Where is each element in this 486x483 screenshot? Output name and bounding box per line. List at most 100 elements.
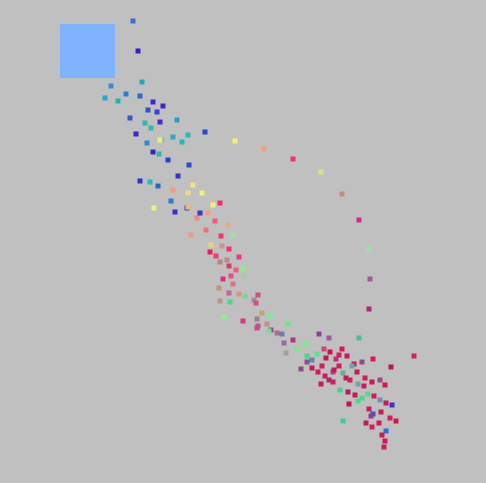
data-point [227, 299, 233, 305]
data-point [378, 409, 384, 415]
data-point [254, 325, 260, 331]
data-point [376, 420, 382, 426]
data-point [354, 369, 360, 375]
data-point [377, 397, 383, 403]
data-point [241, 273, 247, 279]
data-point [337, 387, 343, 393]
data-point [411, 353, 417, 359]
data-point [389, 402, 395, 408]
data-point [210, 202, 216, 208]
data-point [295, 346, 301, 352]
data-point [267, 313, 273, 319]
data-point [199, 190, 205, 196]
data-point [283, 350, 289, 356]
data-point [217, 259, 223, 265]
data-point [339, 346, 345, 352]
data-point [361, 383, 367, 389]
data-point [186, 162, 192, 168]
data-point [379, 432, 385, 438]
data-point [137, 178, 143, 184]
data-point [150, 99, 156, 105]
data-point [240, 318, 246, 324]
data-point [172, 209, 178, 215]
data-point [340, 418, 346, 424]
data-point [157, 119, 163, 125]
data-point [127, 115, 133, 121]
data-point [207, 249, 213, 255]
data-point [383, 428, 389, 434]
data-point [344, 353, 350, 359]
data-point [388, 364, 394, 370]
data-point [371, 393, 377, 399]
data-point [148, 125, 154, 131]
highlight-square [60, 24, 115, 78]
data-point [321, 346, 327, 352]
data-point [165, 157, 171, 163]
data-point [188, 232, 194, 238]
data-point [205, 210, 211, 216]
data-point [345, 389, 351, 395]
data-point [147, 179, 153, 185]
data-point [326, 335, 332, 341]
data-point [217, 200, 223, 206]
data-point [336, 363, 342, 369]
data-point [316, 331, 322, 337]
data-point [142, 120, 148, 126]
data-point [366, 246, 372, 252]
data-point [226, 246, 232, 252]
data-point [157, 137, 163, 143]
data-point [194, 215, 200, 221]
data-point [236, 254, 242, 260]
data-point [123, 91, 129, 97]
data-point [213, 253, 219, 259]
data-point [145, 107, 151, 113]
data-point [232, 138, 238, 144]
data-point [108, 83, 114, 89]
data-point [365, 391, 371, 397]
data-point [254, 316, 260, 322]
data-point [151, 205, 157, 211]
data-point [228, 273, 234, 279]
data-point [216, 285, 222, 291]
data-point [387, 415, 393, 421]
data-point [340, 370, 346, 376]
data-point [377, 377, 383, 383]
data-point [185, 132, 191, 138]
data-point [133, 131, 139, 137]
data-point [242, 293, 248, 299]
data-point [347, 377, 353, 383]
data-point [185, 190, 191, 196]
data-point [274, 330, 280, 336]
data-point [240, 266, 246, 272]
data-point [290, 156, 296, 162]
data-point [356, 335, 362, 341]
data-point [224, 257, 230, 263]
data-point [208, 242, 214, 248]
data-point [221, 314, 227, 320]
data-point [226, 290, 232, 296]
data-point [150, 149, 156, 155]
data-point [370, 356, 376, 362]
data-point [315, 369, 321, 375]
data-point [230, 281, 236, 287]
data-point [135, 48, 141, 54]
data-point [366, 306, 372, 312]
data-point [197, 210, 203, 216]
data-point [264, 321, 270, 327]
data-point [155, 183, 161, 189]
data-point [298, 366, 304, 372]
data-point [236, 291, 242, 297]
data-point [281, 340, 287, 346]
data-point [190, 182, 196, 188]
data-point [393, 418, 399, 424]
data-point [174, 117, 180, 123]
data-point [203, 227, 209, 233]
data-point [381, 444, 387, 450]
data-point [259, 310, 265, 316]
data-point [230, 232, 236, 238]
data-point [309, 357, 315, 363]
data-point [185, 204, 191, 210]
data-point [304, 353, 310, 359]
